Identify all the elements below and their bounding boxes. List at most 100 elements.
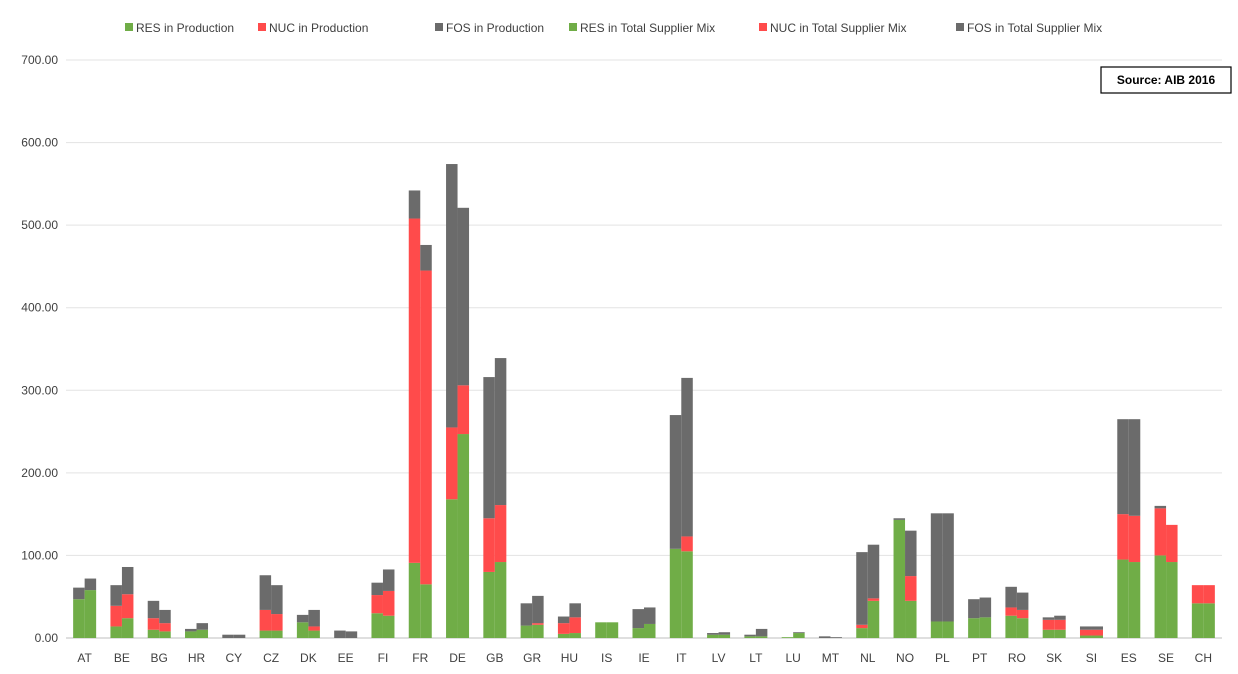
bar-lu-supplier-fos — [793, 632, 805, 634]
bar-nl-supplier-res — [867, 600, 880, 638]
bar-fi-supplier-res — [382, 615, 395, 638]
y-tick-label: 0.00 — [35, 631, 59, 645]
legend-label: NUC in Production — [269, 21, 368, 35]
bar-hu-supplier-res — [569, 633, 581, 638]
x-tick-label: MT — [822, 651, 840, 665]
bar-si-production-nuc — [1079, 629, 1092, 636]
bar-de-supplier-nuc — [457, 385, 470, 435]
bar-pt-supplier-res — [979, 617, 992, 638]
bar-bg-production-res — [147, 629, 160, 638]
bar-ch-production-res — [1191, 603, 1204, 638]
bar-pl-production-fos — [930, 513, 943, 622]
bar-ro-supplier-fos — [1016, 592, 1029, 610]
bar-es-supplier-fos — [1128, 419, 1141, 516]
bar-si-production-res — [1079, 635, 1092, 638]
bar-mt-supplier-fos — [830, 637, 842, 638]
x-tick-label: IT — [676, 651, 687, 665]
bar-ie-supplier-fos — [644, 607, 656, 624]
bar-bg-supplier-res — [159, 631, 171, 638]
bar-ro-production-res — [1005, 615, 1017, 638]
y-axis-ticks: 0.00 100.00 200.00 300.00 400.00 500.00 600.00… — [21, 53, 58, 645]
y-tick-label: 400.00 — [21, 301, 58, 315]
bar-ch-supplier-res — [1203, 603, 1215, 638]
legend-label: FOS in Total Supplier Mix — [967, 21, 1102, 35]
bar-fi-production-res — [371, 613, 383, 638]
bar-fr-production-nuc — [408, 218, 421, 563]
bar-be-production-nuc — [110, 605, 122, 627]
bar-gb-production-fos — [483, 377, 495, 519]
x-tick-label: DK — [300, 651, 317, 665]
x-tick-label: IS — [601, 651, 612, 665]
bar-ro-production-fos — [1005, 586, 1017, 608]
bar-at-production-fos — [73, 587, 85, 600]
bar-pl-supplier-res — [942, 621, 954, 638]
bar-ch-production-nuc — [1191, 585, 1204, 604]
bar-no-production-res — [893, 519, 906, 638]
grid-layer — [66, 59, 1222, 639]
bar-be-supplier-nuc — [121, 594, 134, 619]
bar-no-supplier-res — [905, 600, 917, 638]
bar-sk-supplier-res — [1054, 629, 1066, 638]
source-note-box: Source: AIB 2016 — [1100, 66, 1232, 94]
bar-sk-production-nuc — [1042, 619, 1055, 630]
bar-fr-production-res — [408, 562, 421, 638]
y-tick-label: 200.00 — [21, 466, 58, 480]
x-tick-label: LV — [712, 651, 726, 665]
x-tick-label: CY — [225, 651, 242, 665]
bar-pt-production-fos — [968, 599, 980, 619]
x-tick-label: ES — [1121, 651, 1137, 665]
bar-hr-supplier-res — [196, 629, 209, 638]
bar-es-production-nuc — [1117, 514, 1129, 560]
source-note: Source: AIB 2016 — [1117, 73, 1216, 87]
bar-cz-supplier-nuc — [271, 614, 283, 631]
bar-bg-production-fos — [147, 600, 160, 619]
bar-lv-supplier-fos — [718, 632, 731, 635]
bar-it-production-fos — [669, 415, 682, 549]
bar-si-supplier-nuc — [1091, 629, 1103, 636]
x-tick-label: FI — [378, 651, 389, 665]
bar-es-supplier-res — [1128, 562, 1141, 638]
bar-se-production-fos — [1154, 505, 1167, 509]
x-tick-label: SE — [1158, 651, 1174, 665]
bar-cz-production-fos — [259, 575, 272, 610]
bar-fr-supplier-res — [420, 584, 432, 638]
bar-hr-supplier-fos — [196, 623, 209, 630]
y-tick-label: 600.00 — [21, 136, 58, 150]
x-tick-label: FR — [412, 651, 428, 665]
legend-swatch — [435, 23, 443, 31]
bar-lt-supplier-fos — [755, 628, 768, 637]
bar-at-production-res — [73, 599, 85, 638]
bar-mt-production-fos — [818, 636, 831, 638]
bar-dk-supplier-nuc — [308, 626, 320, 631]
bar-bg-supplier-nuc — [159, 623, 171, 632]
x-tick-label: SI — [1086, 651, 1097, 665]
bar-be-supplier-fos — [121, 566, 134, 595]
x-axis-ticks: AT BE BG HR CY CZ DK EE FI FR DE GB GR HU IS IE IT LV LT LU… — [77, 651, 1212, 665]
bar-sk-supplier-fos — [1054, 615, 1066, 620]
bar-cz-production-res — [259, 630, 272, 638]
bar-si-supplier-res — [1091, 635, 1103, 638]
bar-cz-supplier-fos — [271, 585, 283, 615]
x-tick-label: HR — [188, 651, 206, 665]
bar-si-production-fos — [1079, 626, 1092, 630]
bar-at-supplier-res — [84, 590, 97, 638]
bar-nl-supplier-fos — [867, 544, 880, 599]
bar-gb-supplier-nuc — [494, 505, 507, 563]
bar-it-supplier-res — [681, 551, 693, 638]
bar-de-production-fos — [446, 164, 458, 428]
bar-sk-supplier-nuc — [1054, 619, 1066, 630]
x-tick-label: GR — [523, 651, 541, 665]
x-tick-label: IE — [638, 651, 649, 665]
bar-pt-production-res — [968, 618, 980, 638]
bar-no-supplier-fos — [905, 530, 917, 577]
bar-ee-production-fos — [334, 630, 346, 638]
bar-cy-supplier-fos — [233, 634, 246, 638]
bar-at-supplier-fos — [84, 578, 97, 591]
bar-lu-supplier-res — [793, 633, 805, 638]
x-tick-label: EE — [338, 651, 354, 665]
bar-hr-production-fos — [185, 628, 197, 632]
x-tick-label: CH — [1195, 651, 1212, 665]
legend-label: RES in Total Supplier Mix — [580, 21, 715, 35]
bar-fr-production-fos — [408, 190, 421, 219]
